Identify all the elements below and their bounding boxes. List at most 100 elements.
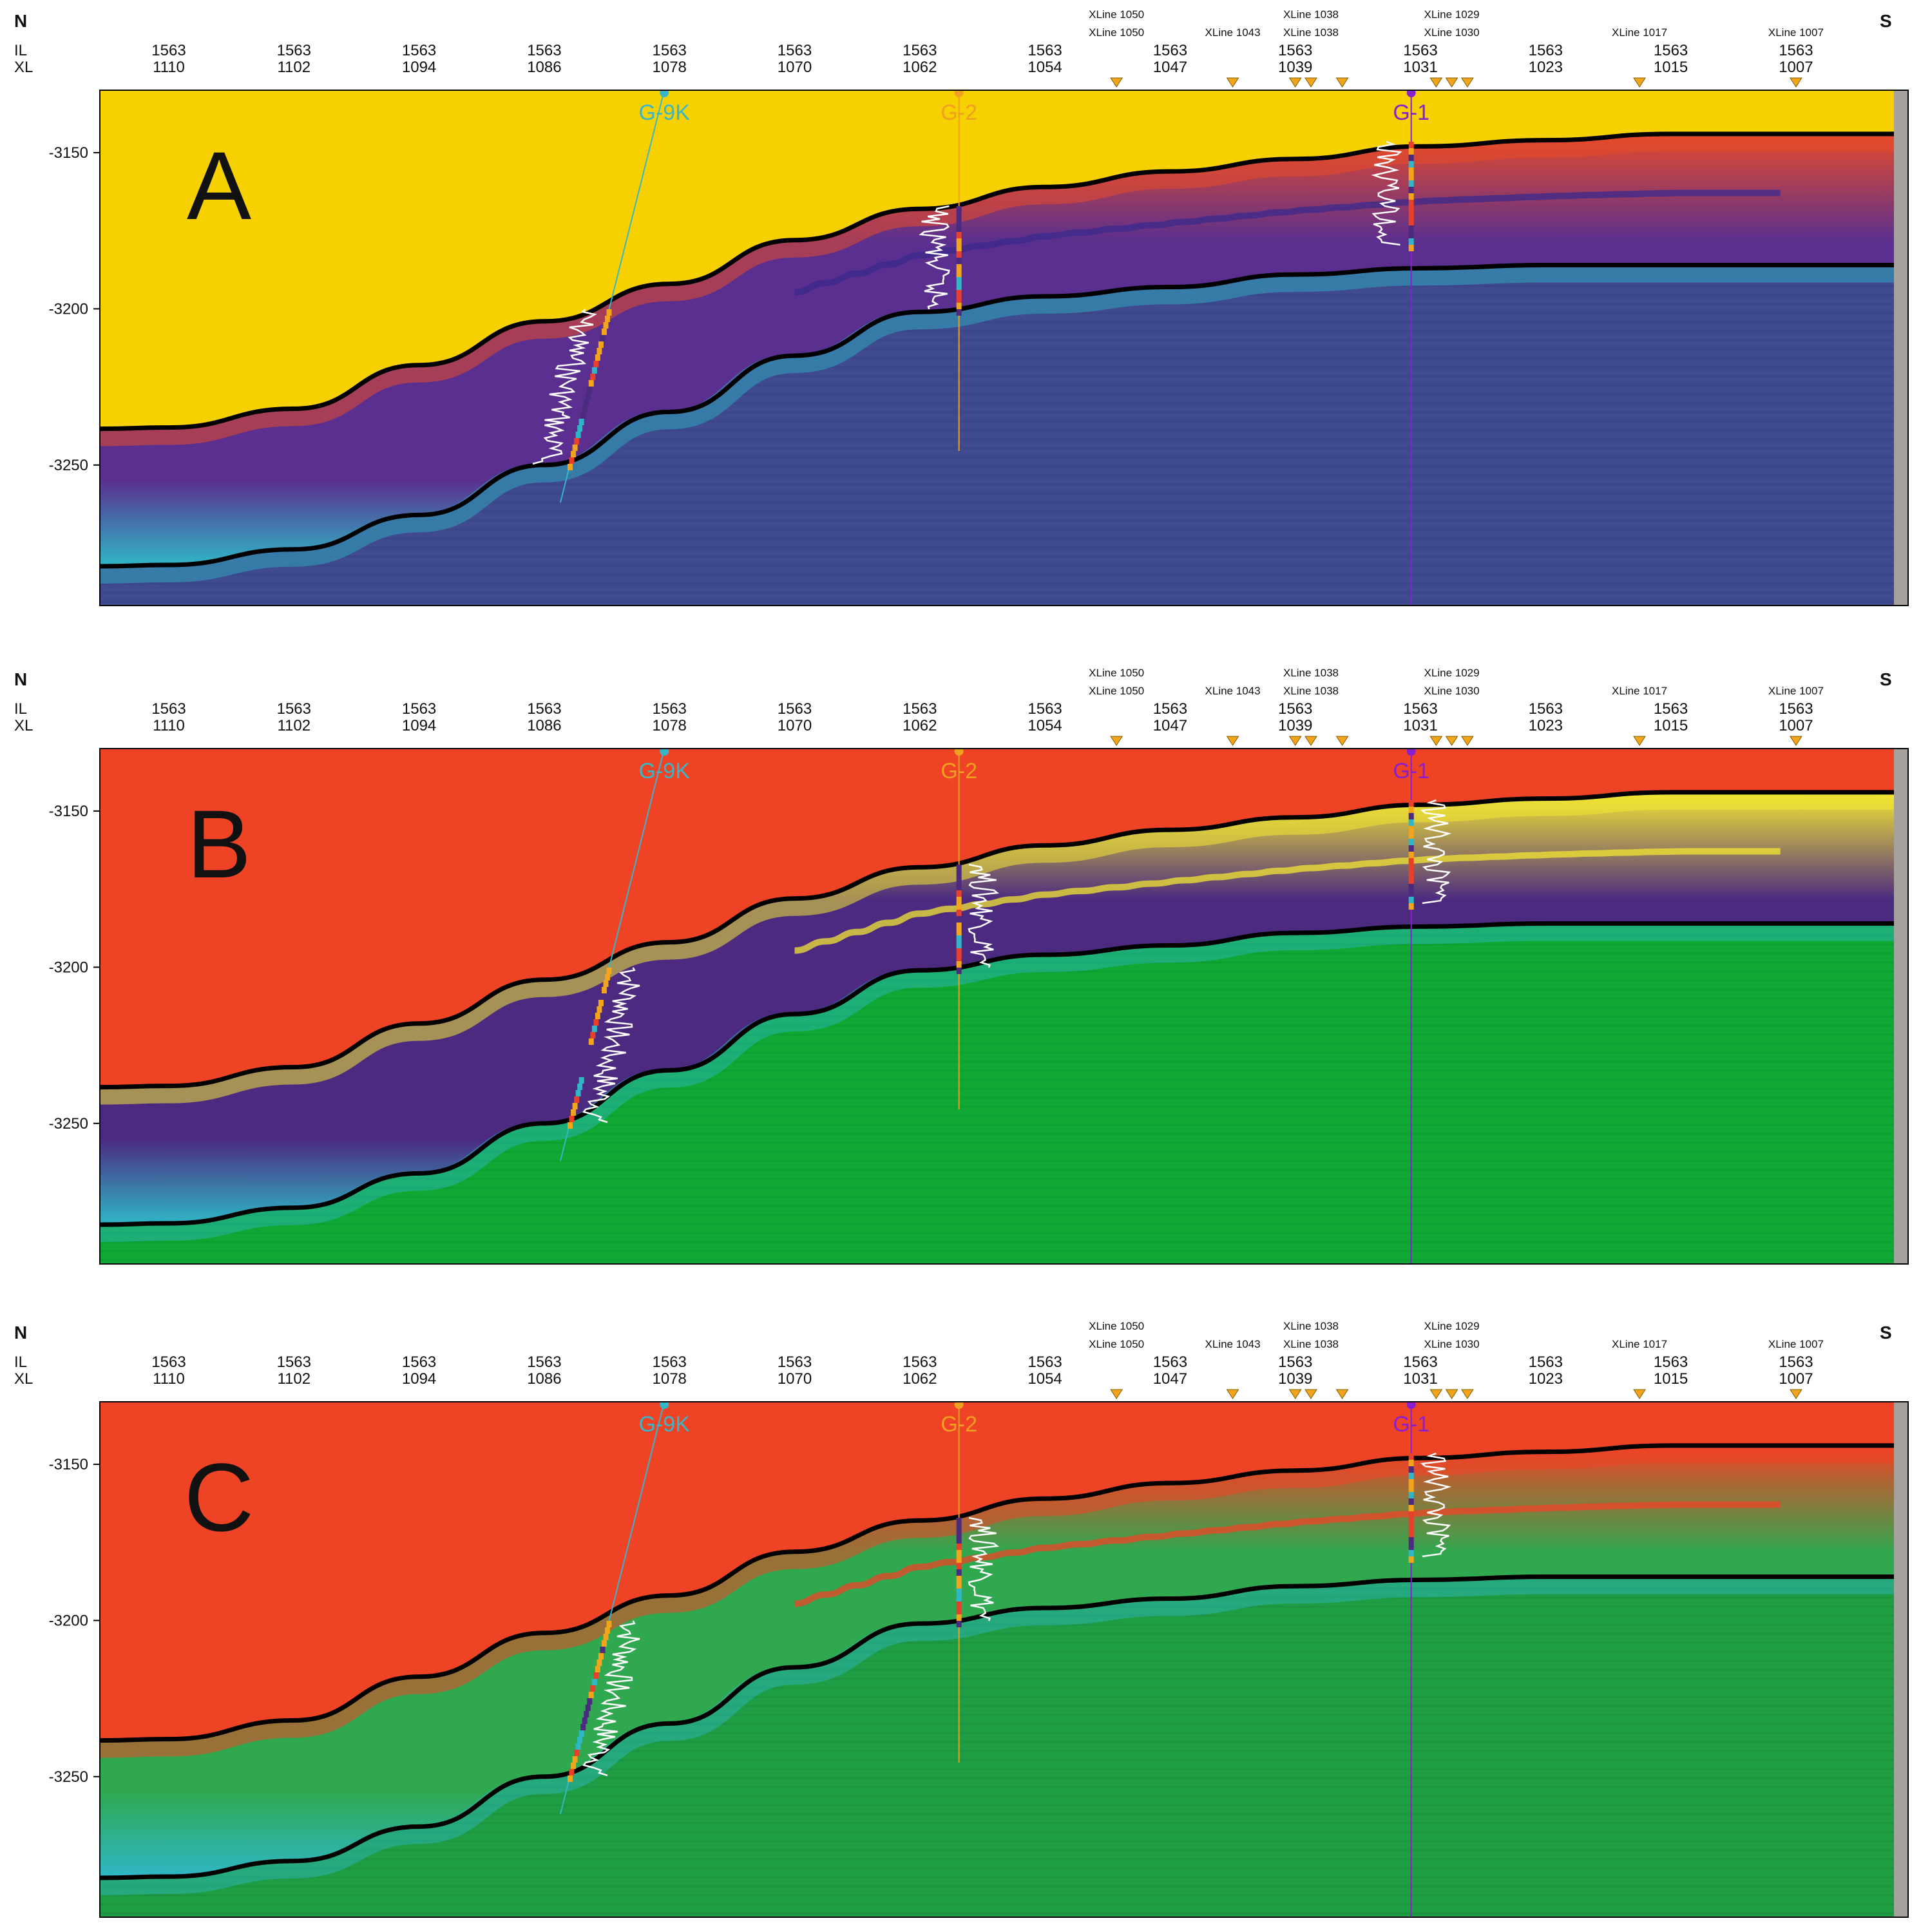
xl-tick-label: 1023 <box>1529 717 1563 734</box>
il-axis-label: IL <box>14 42 27 59</box>
xline-marker-triangle <box>1288 1389 1302 1399</box>
depth-tick-label: -3150 <box>49 1456 88 1473</box>
xl-tick-label: 1015 <box>1654 1370 1688 1388</box>
facies-bar-segment <box>588 380 594 387</box>
cap-fill <box>100 1402 1895 1741</box>
il-tick-label: 1563 <box>151 1353 186 1371</box>
xl-tick-label: 1102 <box>277 1370 311 1388</box>
xl-tick-label: 1078 <box>653 59 687 76</box>
facies-bar-segment <box>580 1724 586 1730</box>
well-log-curve <box>582 1620 640 1777</box>
seismic-section: G-9K G-2 G-1 <box>100 90 1895 606</box>
facies-bar-segment <box>606 1621 612 1627</box>
well-label: G-9K <box>639 759 691 783</box>
facies-bar-segment <box>956 877 962 884</box>
xline-marker-label: XLine 1038 <box>1283 1320 1339 1332</box>
xline-marker-triangle <box>1429 736 1443 746</box>
facies-bar-segment <box>1408 1460 1414 1466</box>
il-tick-label: 1563 <box>277 42 311 59</box>
section-right-edge <box>1894 1402 1908 1917</box>
facies-bar-segment <box>568 464 573 470</box>
il-tick-label: 1563 <box>1278 700 1312 718</box>
compass-north-label: N <box>14 669 27 689</box>
xl-tick-label: 1015 <box>1654 717 1688 734</box>
facies-bar-segment <box>956 897 962 903</box>
xline-marker-label: XLine 1030 <box>1424 685 1480 697</box>
facies-bar-segment <box>956 910 962 916</box>
depth-tick-label: -3200 <box>49 300 88 318</box>
panel-content: N SILXL1563111015631102156310941563108615… <box>14 8 1909 606</box>
xl-tick-label: 1094 <box>402 1370 436 1388</box>
xline-marker-triangle <box>1789 77 1802 88</box>
facies-bar-segment <box>956 283 962 290</box>
xl-tick-label: 1054 <box>1027 717 1062 734</box>
il-tick-label: 1563 <box>1027 700 1062 718</box>
xline-marker-label: XLine 1007 <box>1768 1338 1824 1350</box>
facies-bar-segment <box>1408 807 1414 813</box>
facies-bar-segment <box>597 1659 602 1666</box>
well-label: G-9K <box>639 1412 691 1437</box>
well-label: G-9K <box>639 100 691 125</box>
well-g-2: G-2 <box>941 1402 999 1763</box>
facies-bar-segment <box>584 399 589 406</box>
xline-marker-label: XLine 1017 <box>1612 26 1667 39</box>
facies-bar-segment <box>578 1077 584 1084</box>
facies-bar-segment <box>595 1013 600 1019</box>
facies-bar-segment <box>956 871 962 877</box>
well-head-icon <box>954 749 964 756</box>
well-log-curve <box>968 1516 999 1621</box>
facies-bar-segment <box>577 1737 583 1743</box>
xl-tick-label: 1070 <box>778 717 812 734</box>
facies-bar-segment <box>1408 225 1414 232</box>
xline-marker-triangle <box>1445 1389 1458 1399</box>
xline-marker-label: XLine 1038 <box>1283 26 1339 39</box>
facies-bar-segment <box>575 432 581 438</box>
il-tick-label: 1563 <box>1654 1353 1688 1371</box>
xl-tick-label: 1102 <box>277 59 311 76</box>
il-tick-label: 1563 <box>1529 42 1563 59</box>
facies-bar-segment <box>956 1569 962 1576</box>
well-label: G-2 <box>941 759 977 783</box>
panel-a: N S IL XL 1563 1110 1563 1102 1563 1094 1563 1086 15… <box>0 0 1921 618</box>
facies-bar-segment <box>598 341 604 348</box>
facies-bar-segment <box>568 1122 573 1129</box>
facies-bar-segment <box>956 206 962 213</box>
xl-axis-label: XL <box>14 1370 33 1388</box>
xline-marker-triangle <box>1226 736 1239 746</box>
xl-tick-label: 1054 <box>1027 1370 1062 1388</box>
il-tick-label: 1563 <box>1403 700 1437 718</box>
well-g-2: G-2 <box>919 90 977 451</box>
well-head-icon <box>1406 749 1416 756</box>
well-label: G-2 <box>941 100 977 125</box>
well-g-9k: G-9K <box>532 90 691 503</box>
facies-bar-segment <box>572 1103 578 1109</box>
panel-content: N SILXL1563111015631102156310941563108615… <box>14 667 1909 1265</box>
facies-bar-segment <box>1408 174 1414 180</box>
base-horizon-line <box>100 262 1895 569</box>
facies-bar-segment <box>1408 1466 1414 1473</box>
facies-bar-segment <box>571 1763 577 1769</box>
facies-bar-segment <box>569 1116 575 1122</box>
xl-tick-label: 1007 <box>1779 717 1813 734</box>
band-halo <box>100 1574 1895 1895</box>
xl-tick-label: 1031 <box>1403 1370 1437 1388</box>
facies-bar-segment <box>956 1589 962 1595</box>
compass-south-label: S <box>1880 11 1892 31</box>
il-tick-label: 1563 <box>1153 42 1187 59</box>
facies-bar-segment <box>1408 871 1414 877</box>
base-horizon-line <box>100 1574 1895 1880</box>
xl-tick-label: 1054 <box>1027 59 1062 76</box>
facies-bar-segment <box>1408 1550 1414 1556</box>
il-tick-label: 1563 <box>277 1353 311 1371</box>
facies-bar-segment <box>956 1550 962 1556</box>
facies-bar-segment <box>956 916 962 923</box>
depth-tick-label: -3250 <box>49 457 88 474</box>
facies-bar-segment <box>1408 1473 1414 1479</box>
facies-bar-segment <box>1408 167 1414 174</box>
facies-bar-segment <box>1408 839 1414 845</box>
facies-bar-segment <box>571 451 577 457</box>
xl-tick-label: 1039 <box>1278 717 1312 734</box>
facies-bar-segment <box>604 974 610 980</box>
facies-bar-segment <box>604 1627 610 1634</box>
facies-bar-segment <box>577 425 583 432</box>
